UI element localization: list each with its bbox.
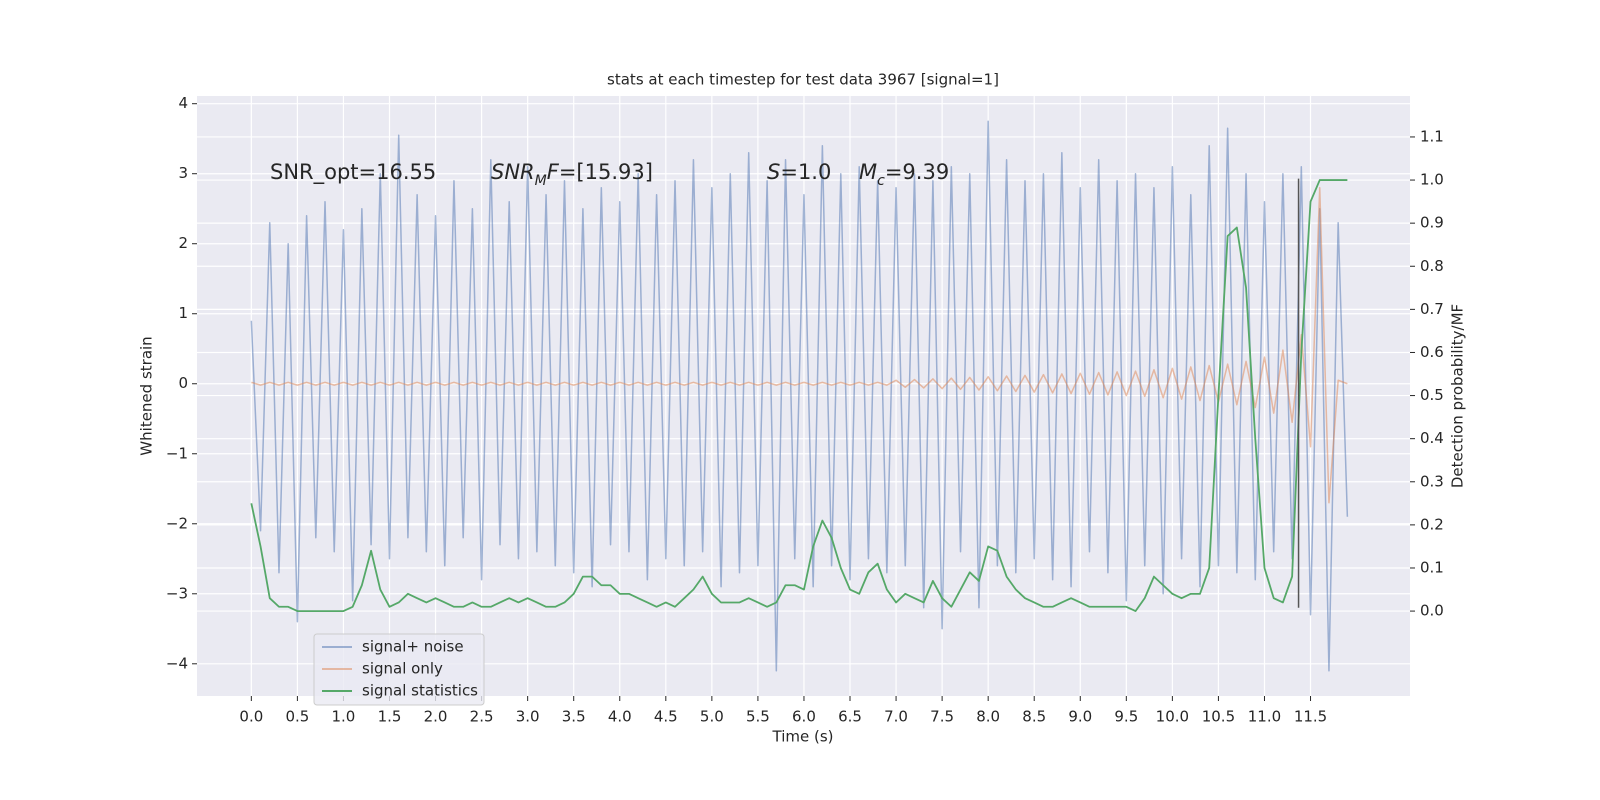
x-tick-label: 1.5 — [378, 708, 402, 726]
x-tick-label: 1.0 — [332, 708, 356, 726]
y2-tick-label: 0.8 — [1420, 257, 1444, 275]
x-tick-label: 0.0 — [239, 708, 263, 726]
annotation-part: SNR — [491, 160, 535, 184]
annotation-part: M — [535, 173, 547, 189]
x-tick-label: 7.5 — [930, 708, 954, 726]
y2-tick-label: 0.9 — [1420, 214, 1444, 232]
x-tick-label: 4.0 — [608, 708, 632, 726]
x-tick-label: 8.0 — [976, 708, 1000, 726]
x-tick-label: 10.5 — [1202, 708, 1235, 726]
y2-tick-label: 0.4 — [1420, 429, 1444, 447]
y2-tick-label: 1.1 — [1420, 127, 1444, 145]
annotation-part: F — [547, 160, 560, 184]
y-axis-label: Whitened strain — [138, 336, 156, 455]
legend-label: signal statistics — [362, 682, 478, 700]
x-tick-label: 2.5 — [470, 708, 494, 726]
y-tick-label: −2 — [166, 514, 188, 532]
y-tick-label: 1 — [178, 304, 188, 322]
y2-axis-label: Detection probability/MF — [1449, 304, 1467, 488]
legend-box — [313, 633, 485, 706]
y-tick-label: −1 — [166, 444, 188, 462]
x-tick-label: 8.5 — [1022, 708, 1046, 726]
annotation-part: S — [767, 160, 780, 184]
annotation: SNRMF=[15.93] — [491, 160, 653, 189]
x-tick-label: 11.0 — [1248, 708, 1281, 726]
x-tick-label: 6.5 — [838, 708, 862, 726]
legend-label: signal+ noise — [362, 638, 464, 656]
y-tick-label: 2 — [178, 234, 188, 252]
x-tick-label: 5.5 — [746, 708, 770, 726]
annotation-part: =9.39 — [885, 160, 949, 184]
x-tick-label: 9.5 — [1114, 708, 1138, 726]
y-tick-label: 0 — [178, 374, 188, 392]
y2-tick-label: 0.7 — [1420, 300, 1444, 318]
x-axis-label: Time (s) — [772, 728, 834, 746]
x-tick-label: 3.5 — [562, 708, 586, 726]
annotation-part: SNR_opt=16.55 — [270, 160, 436, 185]
x-tick-label: 5.0 — [700, 708, 724, 726]
annotation-part: =[15.93] — [559, 160, 653, 184]
y-tick-label: 3 — [178, 164, 188, 182]
marks — [250, 120, 1349, 672]
x-tick-label: 0.5 — [285, 708, 309, 726]
y2-tick-label: 1.0 — [1420, 171, 1444, 189]
y2-tick-label: 0.6 — [1420, 343, 1444, 361]
x-tick-label: 9.0 — [1068, 708, 1092, 726]
annotation: Mc=9.39 — [859, 160, 949, 189]
x-tick-label: 7.0 — [884, 708, 908, 726]
x-tick-label: 3.0 — [516, 708, 540, 726]
annotation: S=1.0 — [767, 160, 831, 184]
y2-tick-label: 0.2 — [1420, 515, 1444, 533]
annotation-part: M — [859, 160, 877, 184]
x-tick-label: 2.0 — [424, 708, 448, 726]
y2-tick-label: 0.1 — [1420, 558, 1444, 576]
labels: 0.0 0.5 1.0 1.5 2.0 2.5 3.0 3.5 4.0 4.5 5.0 5.5 6.0 6… — [166, 94, 1444, 725]
annotation-part: =1.0 — [780, 160, 831, 184]
y2-tick-label: 0.5 — [1420, 386, 1444, 404]
annotation: SNR_opt=16.55 — [270, 160, 436, 185]
y2-tick-label: 0.0 — [1420, 602, 1444, 620]
y-tick-label: −3 — [166, 584, 188, 602]
y-tick-label: 4 — [178, 94, 188, 112]
series-line — [250, 120, 1349, 672]
legend-label: signal only — [362, 660, 443, 678]
y-tick-label: −4 — [166, 654, 188, 672]
x-tick-label: 11.5 — [1294, 708, 1327, 726]
x-tick-label: 6.0 — [792, 708, 816, 726]
annotation-part: c — [877, 173, 885, 189]
series-line — [251, 186, 1348, 504]
y2-tick-label: 0.3 — [1420, 472, 1444, 490]
series-line — [250, 179, 1348, 612]
x-tick-label: 4.5 — [654, 708, 678, 726]
chart-title: stats at each timestep for test data 396… — [607, 71, 999, 89]
x-tick-label: 10.0 — [1156, 708, 1189, 726]
